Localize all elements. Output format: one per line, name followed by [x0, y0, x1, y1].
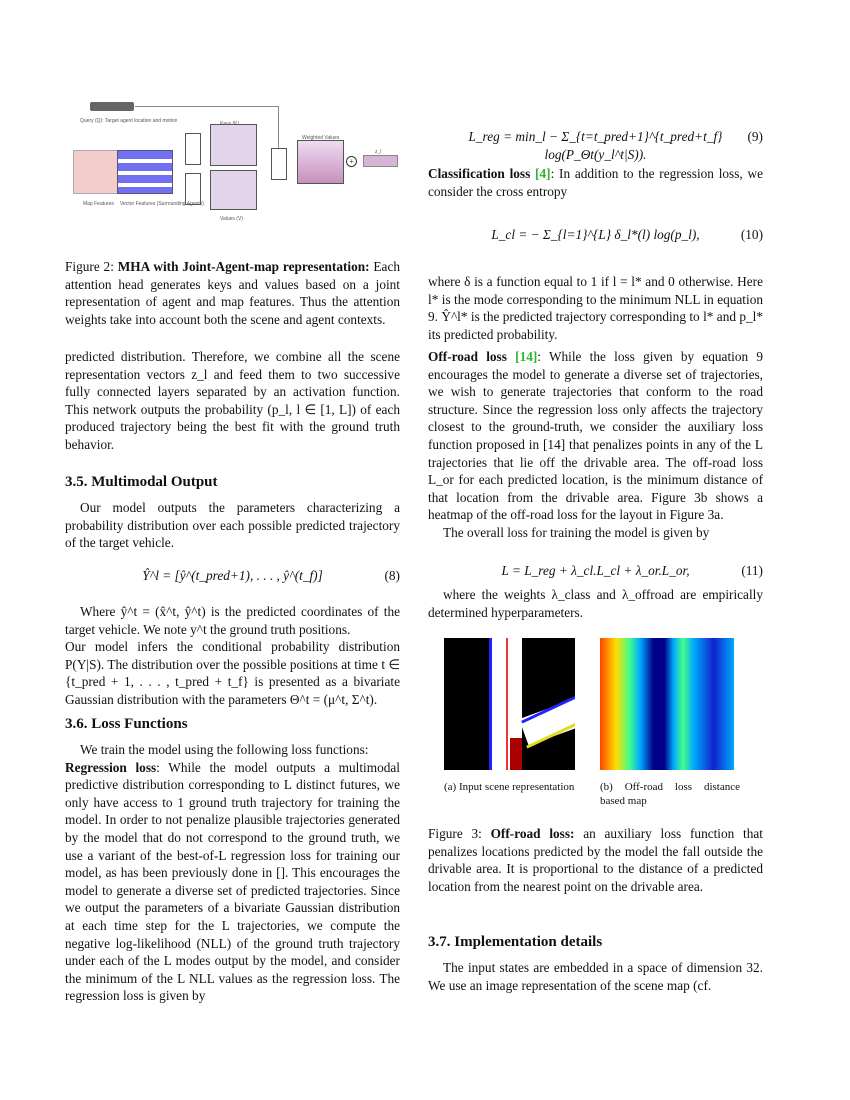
- section-heading: 3.6. Loss Functions: [65, 716, 188, 732]
- figure-3a-image: [444, 638, 575, 770]
- paragraph: where δ is a function equal to 1 if l = …: [428, 274, 763, 342]
- equation-number: (10): [740, 227, 763, 242]
- subfigure-caption-a: (a) Input scene representation: [444, 781, 575, 793]
- keys-cube: [210, 124, 257, 166]
- caption-label: Figure 2:: [65, 259, 114, 274]
- term-bold: Off-road loss: [428, 349, 507, 364]
- sum-icon: +: [346, 156, 357, 167]
- weighted-label: Weighted Values: [302, 135, 340, 141]
- caption-label: Figure 3:: [428, 826, 482, 841]
- paragraph-offroad: Off-road loss [14]: While the loss given…: [428, 348, 763, 524]
- output-vector: [363, 155, 398, 167]
- query-label: Query (Q): Target agent location and mot…: [80, 118, 178, 124]
- z-label: z_l: [375, 149, 382, 155]
- equation-8: Ŷ^l = [ŷ^(t_pred+1), . . . , ŷ^(t_f)] (8): [65, 567, 400, 585]
- paragraph-text: : While the model outputs a multimodal p…: [65, 759, 400, 1004]
- vector-features-block: [117, 150, 173, 194]
- paragraph: Our model infers the conditional probabi…: [65, 639, 400, 707]
- equation-number: (11): [741, 563, 763, 578]
- section-heading: 3.7. Implementation details: [428, 934, 603, 950]
- subfigure-caption-b: (b) Off-road loss distance based map: [600, 781, 740, 807]
- weighted-values-cube: [297, 140, 344, 184]
- linear-k: [185, 133, 201, 165]
- equation-text: L = L_reg + λ_cl.L_cl + λ_or.L_or,: [501, 563, 690, 578]
- figure-3b-image: [600, 638, 734, 770]
- attention-block: [271, 148, 287, 180]
- paragraph-regression: Regression loss: While the model outputs…: [65, 759, 400, 1005]
- citation-link[interactable]: [4]: [535, 166, 551, 181]
- term-bold: Regression loss: [65, 759, 157, 775]
- paragraph-text: : While the loss given by equation 9 enc…: [428, 349, 764, 523]
- paragraph: We train the model using the following l…: [80, 742, 369, 757]
- section-heading: 3.5. Multimodal Output: [65, 474, 218, 490]
- values-label: Values (V): [220, 216, 243, 222]
- query-box: [90, 102, 134, 111]
- map-features-block: [73, 150, 125, 194]
- equation-text: Ŷ^l = [ŷ^(t_pred+1), . . . , ŷ^(t_f)]: [142, 568, 323, 583]
- figure-2: Query (Q): Target agent location and mot…: [65, 98, 405, 222]
- paragraph: predicted distribution. Therefore, we co…: [65, 349, 400, 452]
- paragraph: Where ŷ^t = (x̂^t, ŷ^t) is the predicted…: [65, 604, 400, 637]
- paragraph: The input states are embedded in a space…: [428, 960, 763, 993]
- citation-link[interactable]: [14]: [515, 349, 538, 364]
- caption-text: Each attention head generates keys and v…: [65, 259, 400, 327]
- equation-text: L_reg = min_l − Σ_{t=t_pred+1}^{t_pred+t…: [468, 129, 723, 162]
- map-label: Map Features: [83, 201, 114, 207]
- term-bold: Classification loss: [428, 166, 531, 181]
- figure-3-caption: Figure 3: Off-road loss: an auxiliary lo…: [428, 825, 763, 895]
- paragraph: where the weights λ_class and λ_offroad …: [428, 587, 763, 620]
- caption-bold: Off-road loss:: [490, 826, 575, 841]
- equation-text: L_cl = − Σ_{l=1}^{L} δ_l*(l) log(p_l),: [491, 227, 700, 242]
- figure-2-caption: Figure 2: MHA with Joint-Agent-map repre…: [65, 258, 400, 328]
- vector-label: Vector Features (Surrounding Agents): [120, 201, 204, 207]
- equation-11: L = L_reg + λ_cl.L_cl + λ_or.L_or, (11): [428, 562, 763, 580]
- equation-number: (9): [747, 129, 763, 144]
- connector-line: [135, 106, 279, 149]
- equation-10: L_cl = − Σ_{l=1}^{L} δ_l*(l) log(p_l), (1…: [428, 226, 763, 244]
- paragraph-classification: Classification loss [4]: In addition to …: [428, 165, 763, 200]
- paragraph-text: : In addition to the regression loss, we…: [428, 166, 763, 199]
- values-cube: [210, 170, 257, 210]
- paragraph: Our model outputs the parameters charact…: [65, 500, 400, 551]
- linear-v: [185, 173, 201, 205]
- caption-bold: MHA with Joint-Agent-map representation:: [117, 259, 370, 274]
- paragraph: The overall loss for training the model …: [443, 524, 710, 540]
- equation-9: L_reg = min_l − Σ_{t=t_pred+1}^{t_pred+t…: [428, 128, 764, 163]
- caption-text: an auxiliary loss function that penalize…: [428, 826, 763, 894]
- equation-number: (8): [384, 568, 400, 583]
